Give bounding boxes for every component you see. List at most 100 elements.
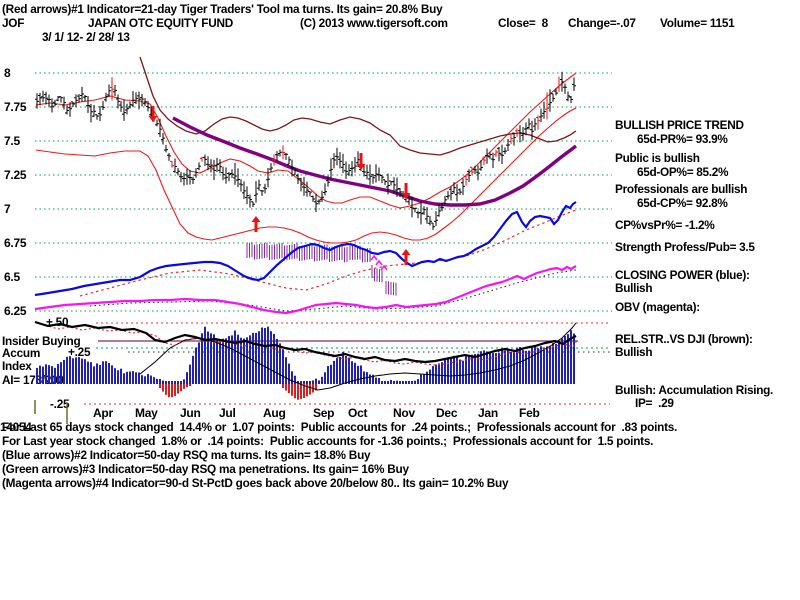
volume-bar <box>513 352 515 384</box>
volume-bar <box>354 362 356 384</box>
volume-bar <box>450 357 452 384</box>
volume-bar <box>447 358 449 384</box>
volume-bar <box>195 347 197 384</box>
volume-bar <box>561 338 563 384</box>
magenta-caret-arrow <box>380 264 388 271</box>
volume-bar <box>546 346 548 384</box>
fund-name: JAPAN OTC EQUITY FUND <box>88 16 234 30</box>
volume-bar <box>48 365 50 384</box>
signal-arrow-up <box>251 216 261 222</box>
volume-bar <box>78 356 80 384</box>
price-tick-label: 7 <box>4 202 11 216</box>
volume-bar <box>360 365 362 384</box>
volume-bar <box>177 381 179 384</box>
volume-bar <box>528 350 530 384</box>
volume-bar <box>126 371 128 384</box>
volume-bar <box>318 380 320 384</box>
footer-line-4: (Green arrows)#3 Indicator=50-day RSQ ma… <box>2 462 409 476</box>
magenta-caret-arrow <box>370 254 378 261</box>
volume-bar <box>387 380 389 384</box>
closing-power-ma-dotted <box>79 209 577 297</box>
volume-bar <box>150 375 152 384</box>
volume-bar <box>144 376 146 384</box>
month-label: May <box>135 406 158 420</box>
analysis-line-12: Bullish <box>615 345 653 359</box>
volume-bar <box>96 363 98 384</box>
negative-volume-bar <box>315 384 317 391</box>
volume-bar <box>438 363 440 384</box>
negative-volume-bar <box>294 384 296 399</box>
negative-volume-bar <box>159 384 161 388</box>
volume-bar <box>549 346 551 384</box>
volume-bar <box>198 342 200 384</box>
volume-bar <box>309 381 311 384</box>
volume-bar <box>132 371 134 384</box>
accum-label: Accum <box>2 346 41 360</box>
price-tick-label: 6.25 <box>4 304 27 318</box>
volume-bar <box>564 336 566 384</box>
negative-volume-bar <box>288 384 290 394</box>
volume-bar <box>135 372 137 384</box>
negative-volume-bar <box>309 384 311 395</box>
volume-bar <box>459 359 461 384</box>
change-value: Change=-.07 <box>568 16 636 30</box>
volume-bar <box>342 351 344 384</box>
month-label: Oct <box>348 406 368 420</box>
volume-bar <box>300 381 302 384</box>
volume-bar <box>261 327 263 384</box>
volume-bar <box>483 350 485 384</box>
volume-bar <box>156 378 158 384</box>
volume-bar <box>279 343 281 384</box>
month-label: Apr <box>93 406 113 420</box>
volume-bar <box>414 380 416 384</box>
volume-bar <box>453 355 455 384</box>
analysis-line-5: 65d-CP%= 92.8% <box>637 196 728 210</box>
volume-bar <box>171 381 173 384</box>
volume-bar <box>405 381 407 384</box>
volume-bar <box>234 330 236 384</box>
analysis-line-8: CLOSING POWER (blue): <box>615 268 750 282</box>
volume-bar <box>168 381 170 384</box>
plus25-label: +.25 <box>68 345 91 359</box>
volume-bar <box>558 340 560 384</box>
month-label: Jul <box>219 406 236 420</box>
volume-bar <box>222 338 224 384</box>
volume-bar <box>141 375 143 384</box>
volume-bar <box>480 351 482 384</box>
price-tick-label: 6.5 <box>4 270 20 284</box>
copyright: (C) 2013 www.tigersoft.com <box>300 16 448 30</box>
volume-bar <box>189 364 191 384</box>
month-label: Jan <box>478 406 498 420</box>
analysis-line-9: Bullish <box>615 281 653 295</box>
volume-bar <box>552 343 554 384</box>
volume-bar <box>477 353 479 384</box>
volume-bar <box>285 357 287 384</box>
volume-bar <box>303 381 305 384</box>
analysis-line-13: Bullish: Accumulation Rising. <box>615 383 773 397</box>
volume-bar <box>243 338 245 384</box>
negative-volume-bar <box>189 384 191 386</box>
volume-bar <box>204 326 206 384</box>
signal-arrow-down <box>148 116 158 122</box>
analysis-line-4: Professionals are bullish <box>615 182 748 196</box>
volume-bar <box>129 371 131 384</box>
volume-bar <box>36 368 38 384</box>
volume-bar <box>312 380 314 384</box>
volume-bar <box>147 374 149 384</box>
ticker-symbol: JOF <box>2 16 25 30</box>
volume-bar <box>108 363 110 384</box>
volume-bar <box>351 361 353 384</box>
volume-bar <box>159 378 161 384</box>
volume-bar <box>228 336 230 384</box>
negative-volume-bar <box>162 384 164 392</box>
volume-bar <box>444 359 446 384</box>
volume-bar <box>240 337 242 384</box>
price-tick-label: 7.75 <box>4 100 27 114</box>
volume-bar <box>510 351 512 384</box>
insider-buying-label: Insider Buying <box>2 334 81 348</box>
volume-bar <box>282 349 284 384</box>
volume-bar <box>258 331 260 384</box>
volume-bar <box>543 347 545 384</box>
volume-bar <box>378 377 380 384</box>
